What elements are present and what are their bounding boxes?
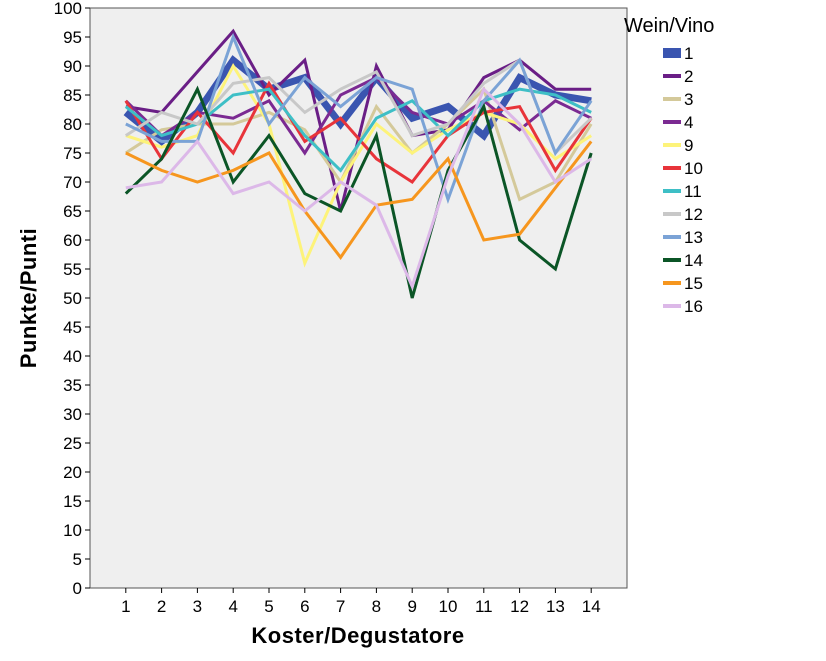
y-axis: 0 5 10 15 20 25 30 35 40 45 50 55 60 65 70 75 80 85 90 95 10…: [54, 0, 90, 598]
x-tick-label: 4: [228, 597, 237, 616]
legend-label-16: 16: [684, 297, 703, 316]
series-line-13: [125, 32, 593, 205]
legend-label-15: 15: [684, 274, 703, 293]
y-tick-label: 30: [63, 405, 82, 424]
y-tick-label: 50: [63, 289, 82, 308]
legend-swatch-4: [663, 120, 681, 124]
y-tick-label: 85: [63, 86, 82, 105]
legend-swatch-12: [663, 212, 681, 216]
x-tick-label: 2: [157, 597, 166, 616]
series-line-14: [124, 85, 593, 299]
x-tick-label: 10: [439, 597, 458, 616]
series-line-16: [125, 86, 593, 291]
y-tick-label: 55: [63, 260, 82, 279]
series-lines: [123, 28, 593, 299]
x-tick-label: 6: [300, 597, 309, 616]
legend-label-1: 1: [684, 44, 693, 63]
y-tick-label: 45: [63, 318, 82, 337]
legend-swatch-1: [663, 48, 681, 58]
x-axis: 1 2 3 4 5 6 7 8 9 10 11 12 13 14: [121, 588, 601, 616]
legend-title: Wein/Vino: [624, 15, 714, 37]
y-tick-label: 10: [63, 521, 82, 540]
x-axis-title: Koster/Degustatore: [251, 623, 464, 648]
legend-swatch-9: [663, 143, 681, 147]
legend-label-11: 11: [684, 182, 702, 201]
legend-swatch-10: [663, 166, 681, 170]
legend-swatch-15: [663, 281, 681, 285]
legend-label-2: 2: [684, 67, 693, 86]
legend-label-12: 12: [684, 205, 703, 224]
x-tick-label: 13: [546, 597, 565, 616]
x-tick-label: 14: [582, 597, 601, 616]
y-tick-label: 90: [63, 57, 82, 76]
y-tick-label: 5: [73, 550, 82, 569]
legend-label-13: 13: [684, 228, 703, 247]
x-tick-label: 12: [510, 597, 529, 616]
legend-swatch-3: [663, 97, 681, 101]
y-tick-label: 80: [63, 115, 82, 134]
legend-swatch-14: [663, 258, 681, 262]
series-line-4: [124, 75, 592, 156]
y-tick-label: 25: [63, 434, 82, 453]
y-tick-label: 20: [63, 463, 82, 482]
legend-label-10: 10: [684, 159, 703, 178]
x-tick-label: 7: [336, 597, 345, 616]
y-tick-label: 70: [63, 173, 82, 192]
legend-swatch-2: [663, 74, 681, 78]
legend-swatch-16: [663, 304, 681, 308]
x-tick-label: 5: [264, 597, 273, 616]
y-tick-label: 0: [73, 579, 82, 598]
legend-label-14: 14: [684, 251, 703, 270]
x-tick-label: 8: [372, 597, 381, 616]
y-tick-label: 40: [63, 347, 82, 366]
legend-swatch-11: [663, 189, 681, 193]
legend-label-4: 4: [684, 113, 693, 132]
y-tick-label: 75: [63, 144, 82, 163]
x-tick-label: 9: [407, 597, 416, 616]
y-tick-label: 15: [63, 492, 82, 511]
legend-label-3: 3: [684, 90, 693, 109]
y-axis-title: Punkte/Punti: [16, 228, 41, 368]
y-tick-label: 100: [54, 0, 82, 18]
x-tick-label: 11: [475, 597, 493, 616]
legend-label-9: 9: [684, 136, 693, 155]
x-tick-label: 3: [193, 597, 202, 616]
series-line-12: [124, 57, 593, 156]
y-tick-label: 95: [63, 28, 82, 47]
series-line-15: [125, 140, 593, 260]
legend-swatch-13: [663, 235, 681, 239]
y-tick-label: 65: [63, 202, 82, 221]
y-tick-label: 35: [63, 376, 82, 395]
x-tick-label: 1: [121, 597, 130, 616]
y-tick-label: 60: [63, 231, 82, 250]
